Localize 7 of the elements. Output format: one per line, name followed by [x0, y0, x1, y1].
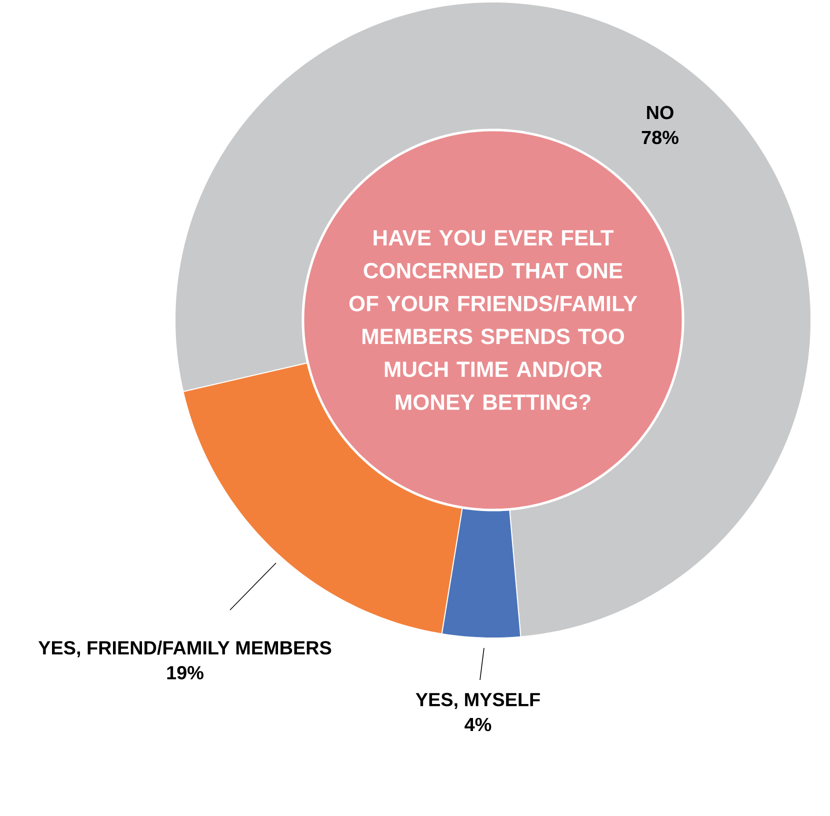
data-label: 78%	[642, 130, 678, 144]
text: HAVE YOU EVER FELT CONCERNED THAT ONE OF YOUR FRIENDS/FAMILY MEMBERS SPENDS TOO MUCH TIME AND/OR MONEY BETTING?	[349, 230, 638, 410]
slice-label: YES, FRIEND/FAMILY MEMBERS	[38, 640, 332, 658]
slice-label: NO	[647, 106, 674, 120]
slice-label: YES, MYSELF	[416, 692, 540, 710]
data-label: 4%	[464, 718, 492, 732]
data-label: 19%	[167, 666, 204, 680]
